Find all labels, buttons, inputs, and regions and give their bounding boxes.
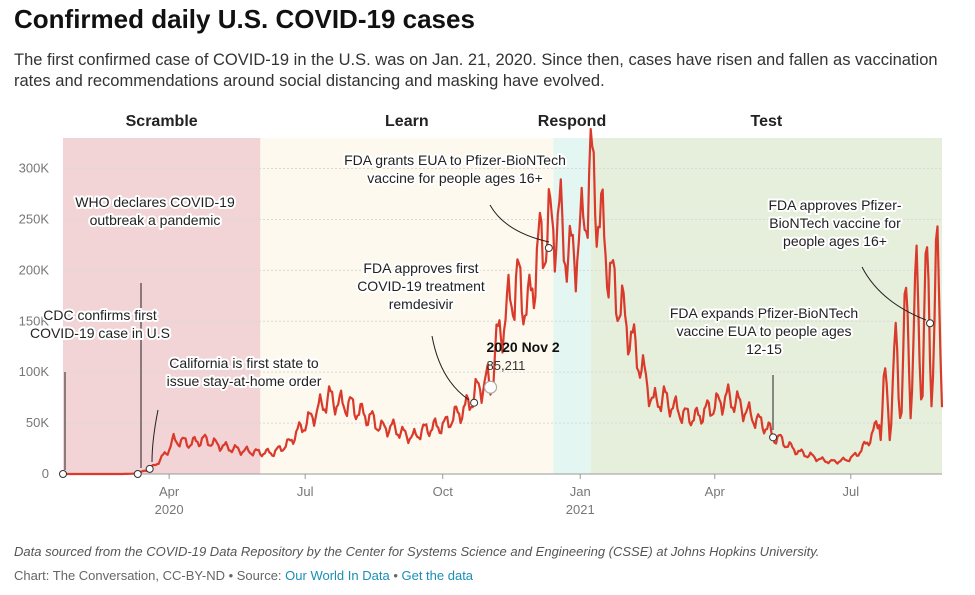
phase-label-learn: Learn xyxy=(385,113,429,130)
annotation-cdc: CDC confirms first COVID-19 case in U.S xyxy=(28,305,172,478)
annotation-pointer xyxy=(861,266,927,321)
y-axis-ticks: 0 50K 100K 150K 200K 250K 300K xyxy=(19,161,50,481)
x-tick-label: Apr xyxy=(159,484,180,499)
annotation-text: California is first state to issue stay-a… xyxy=(167,355,322,389)
annotation-line: remdesivir xyxy=(389,296,454,312)
y-tick-label: 200K xyxy=(19,262,50,277)
annotation-line: vaccine EUA to people ages xyxy=(676,323,851,339)
chart-subtitle: The first confirmed case of COVID-19 in … xyxy=(14,51,938,90)
annotation-expands: FDA expands Pfizer-BioNTech vaccine EUA t… xyxy=(668,303,860,442)
phase-band-scramble xyxy=(63,138,261,474)
x-tick-year: 2020 xyxy=(155,502,184,517)
phase-label-scramble: Scramble xyxy=(126,113,198,130)
annotation-marker xyxy=(769,433,778,442)
annotation-text: FDA grants EUA to Pfizer-BioNTech vaccine… xyxy=(344,152,566,186)
phase-band-learn xyxy=(260,138,554,474)
phase-label-respond: Respond xyxy=(538,113,606,130)
annotation-marker xyxy=(133,470,142,478)
x-tick-label: Oct xyxy=(433,484,454,499)
annotation-text: FDA approves Pfizer- BioNTech vaccine for… xyxy=(768,197,901,249)
annotation-line: issue stay-at-home order xyxy=(167,373,322,389)
phase-labels: Scramble Learn Respond Test xyxy=(126,113,783,130)
x-tick-label: Jul xyxy=(842,484,859,499)
annotation-line: outbreak a pandemic xyxy=(90,212,221,228)
tooltip-marker xyxy=(483,380,498,394)
covid-cases-chart: Scramble Learn Respond Test 0 50K 100K 150K 200… xyxy=(19,113,944,517)
credit-separator: • xyxy=(389,568,402,583)
x-tick-label: Apr xyxy=(705,484,726,499)
daily-cases-line xyxy=(63,127,944,476)
annotation-eua: FDA grants EUA to Pfizer-BioNTech vaccine… xyxy=(342,150,568,252)
annotation-pointer xyxy=(151,409,159,463)
chart-credit: Chart: The Conversation, CC-BY-ND • Sour… xyxy=(14,568,473,583)
hover-tooltip: 2020 Nov 2 85,211 xyxy=(483,339,560,394)
annotation-marker xyxy=(926,319,935,328)
x-tick-label: Jul xyxy=(297,484,314,499)
annotation-text: WHO declares COVID-19 outbreak a pandemic xyxy=(75,194,235,228)
y-tick-label: 50K xyxy=(26,415,49,430)
get-data-link[interactable]: Get the data xyxy=(401,568,474,583)
annotation-approves: FDA approves Pfizer- BioNTech vaccine for… xyxy=(766,195,935,328)
annotation-text: CDC confirms first COVID-19 case in U.S xyxy=(30,307,170,341)
annotation-line: FDA grants EUA to Pfizer-BioNTech xyxy=(344,152,566,168)
annotation-line: 12-15 xyxy=(746,341,782,357)
annotation-text: FDA approves first COVID-19 treatment remd… xyxy=(357,260,485,312)
data-source-note: Data sourced from the COVID-19 Data Repo… xyxy=(14,544,820,559)
phase-band-respond xyxy=(553,138,591,474)
annotation-line: COVID-19 treatment xyxy=(357,278,485,294)
y-tick-label: 100K xyxy=(19,364,50,379)
annotation-who: WHO declares COVID-19 outbreak a pandemic xyxy=(73,192,237,478)
annotation-line: FDA approves first xyxy=(363,260,478,276)
annotation-text: FDA expands Pfizer-BioNTech vaccine EUA t… xyxy=(670,305,858,357)
annotation-line: FDA expands Pfizer-BioNTech xyxy=(670,305,858,321)
annotation-line: people ages 16+ xyxy=(783,233,887,249)
annotation-pointer xyxy=(431,335,470,401)
annotation-pointer xyxy=(489,204,550,243)
annotation-line: BioNTech vaccine for xyxy=(769,215,901,231)
x-tick-label: Jan xyxy=(570,484,591,499)
annotation-marker xyxy=(470,398,479,407)
annotation-line: FDA approves Pfizer- xyxy=(768,197,901,213)
annotation-line: COVID-19 case in U.S xyxy=(30,325,170,341)
y-tick-label: 0 xyxy=(42,466,49,481)
phase-label-test: Test xyxy=(750,113,782,130)
annotation-marker xyxy=(59,470,67,478)
x-tick-year: 2021 xyxy=(566,502,595,517)
phase-band-test xyxy=(590,138,942,474)
tooltip-date: 2020 Nov 2 xyxy=(487,339,560,355)
annotation-remdesivir: FDA approves first COVID-19 treatment remd… xyxy=(355,258,487,407)
annotation-line: California is first state to xyxy=(169,355,319,371)
source-link[interactable]: Our World In Data xyxy=(285,568,390,583)
annotation-line: WHO declares COVID-19 xyxy=(75,194,235,210)
y-tick-label: 250K xyxy=(19,211,50,226)
y-tick-label: 150K xyxy=(19,313,50,328)
annotation-california: California is first state to issue stay-a… xyxy=(145,353,324,473)
chart-title: Confirmed daily U.S. COVID-19 cases xyxy=(14,4,475,34)
annotation-line: vaccine for people ages 16+ xyxy=(367,170,543,186)
credit-text: Chart: The Conversation, CC-BY-ND • Sour… xyxy=(14,568,286,583)
annotation-marker xyxy=(145,464,154,473)
grid-lines xyxy=(63,168,942,475)
y-tick-label: 300K xyxy=(19,161,50,176)
annotation-line: CDC confirms first xyxy=(43,307,157,323)
x-axis-ticks: Apr 2020 Jul Oct Jan 2021 Apr Jul xyxy=(155,474,859,517)
annotation-marker xyxy=(544,243,553,252)
event-annotations: WHO declares COVID-19 outbreak a pandemic… xyxy=(28,150,935,478)
tooltip-value: 85,211 xyxy=(487,358,526,373)
